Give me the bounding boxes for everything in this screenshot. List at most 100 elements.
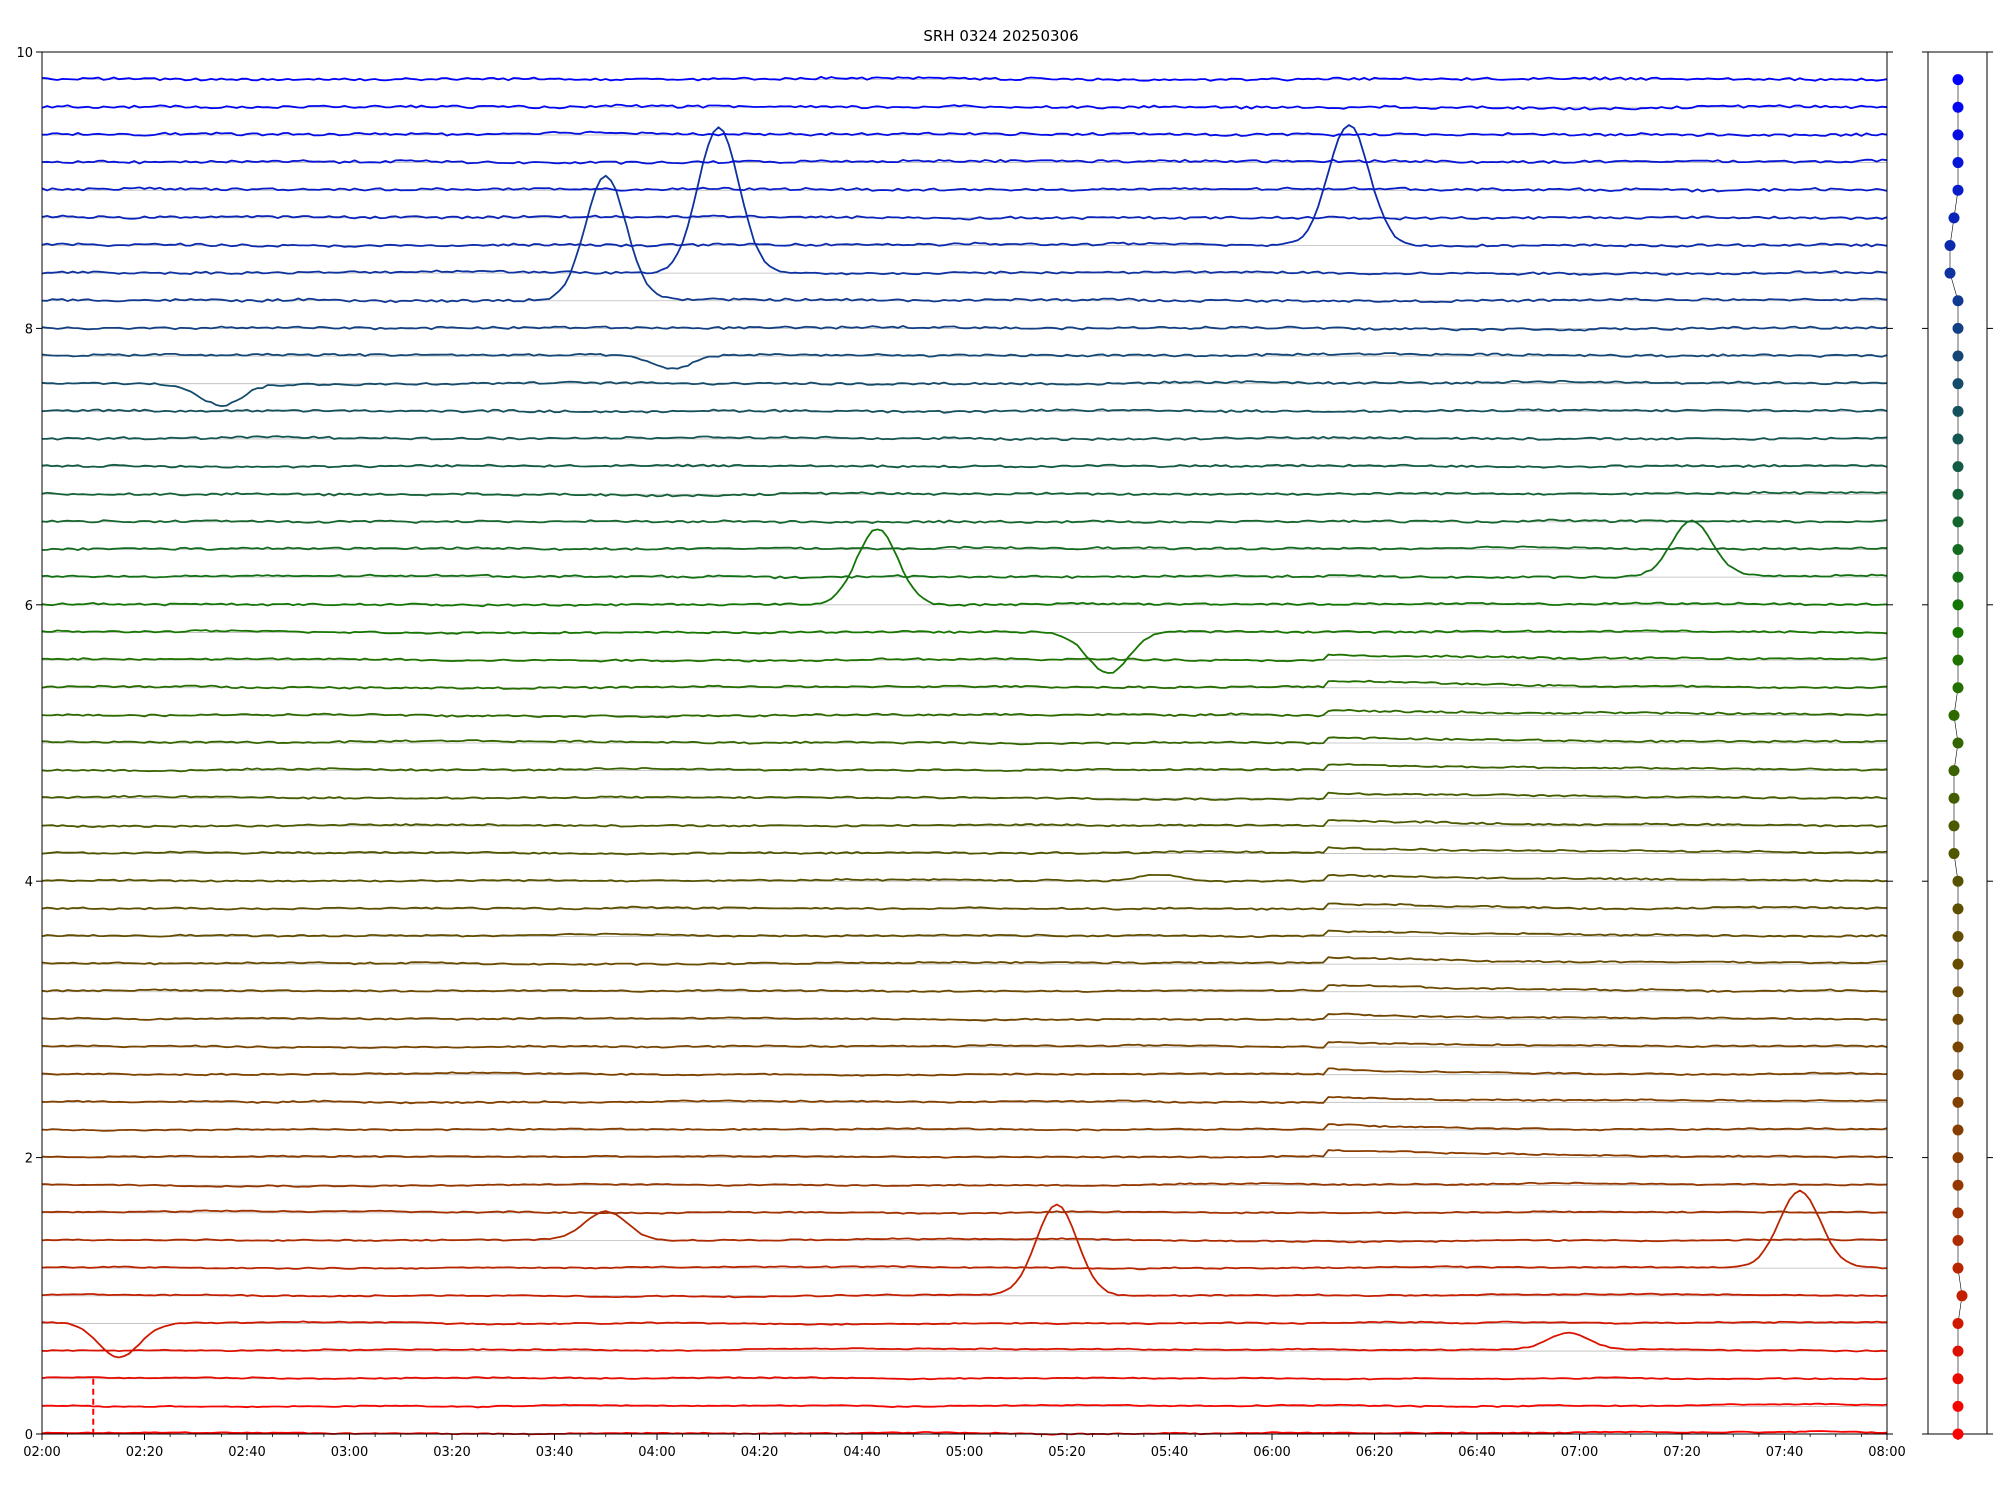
- x-tick-label: 03:40: [536, 1445, 573, 1460]
- x-tick-label: 07:40: [1766, 1445, 1803, 1460]
- side-profile-point: [1952, 571, 1964, 583]
- side-profile-point: [1952, 1428, 1964, 1440]
- side-profile-point: [1952, 129, 1964, 141]
- side-profile-point: [1952, 1207, 1964, 1219]
- side-profile-line: [1949, 79, 1963, 1434]
- side-profile-point: [1952, 1124, 1964, 1136]
- side-profile-point: [1952, 903, 1964, 915]
- trace-series: [41, 902, 1888, 911]
- trace-series: [42, 130, 1888, 138]
- trace-series: [41, 352, 1888, 370]
- side-profile-point: [1952, 322, 1964, 334]
- trace-series: [41, 791, 1888, 801]
- side-profile-point: [1952, 1096, 1964, 1108]
- trace-series: [42, 653, 1888, 663]
- trace-series: [41, 214, 1888, 221]
- trace-series: [41, 1095, 1888, 1105]
- trace-series: [41, 1149, 1887, 1159]
- chart-title: SRH 0324 20250306: [923, 27, 1078, 45]
- trace-series: [41, 528, 1888, 608]
- x-tick-label: 02:00: [23, 1445, 60, 1460]
- side-profile-point: [1944, 239, 1956, 251]
- trace-series: [41, 1067, 1888, 1077]
- side-profile-point: [1944, 267, 1956, 279]
- y-tick-label: 0: [25, 1428, 33, 1443]
- trace-series: [41, 1203, 1888, 1299]
- trace-series: [42, 1181, 1888, 1188]
- x-tick-label: 02:40: [228, 1445, 265, 1460]
- x-tick-label: 06:20: [1356, 1445, 1393, 1460]
- trace-series: [41, 629, 1888, 674]
- side-profile-point: [1952, 930, 1964, 942]
- side-profile-point: [1952, 1317, 1964, 1329]
- trace-series: [41, 435, 1888, 442]
- trace-series: [41, 984, 1888, 993]
- trace-series: [41, 1376, 1888, 1381]
- side-profile-point: [1948, 848, 1960, 860]
- trace-series: [41, 1012, 1888, 1022]
- grid-lines: [42, 79, 1887, 1435]
- side-profile-point: [1948, 709, 1960, 721]
- side-profile-point: [1952, 958, 1964, 970]
- side-profile-point: [1952, 378, 1964, 390]
- side-profile-point: [1952, 654, 1964, 666]
- side-profile-panel: [1922, 51, 1993, 1440]
- x-tick-label: 07:20: [1663, 1445, 1700, 1460]
- side-profile-point: [1952, 350, 1964, 362]
- trace-series: [41, 956, 1887, 966]
- x-tick-label: 05:20: [1048, 1445, 1085, 1460]
- y-tick-label: 6: [25, 599, 33, 614]
- trace-series: [41, 679, 1888, 690]
- x-tick-label: 03:00: [331, 1445, 368, 1460]
- trace-series: [41, 75, 1888, 82]
- trace-series: [41, 1123, 1888, 1132]
- side-profile-point: [1952, 1013, 1964, 1025]
- y-tick-label: 10: [16, 46, 33, 61]
- trace-series: [41, 873, 1888, 883]
- side-profile-point: [1952, 1262, 1964, 1274]
- trace-series: [41, 126, 1888, 276]
- x-tick-label: 06:00: [1253, 1445, 1290, 1460]
- trace-series: [41, 1430, 1888, 1436]
- side-profile-point: [1952, 599, 1964, 611]
- trace-series: [41, 408, 1888, 414]
- side-profile-point: [1952, 737, 1964, 749]
- side-profile-point: [1952, 516, 1964, 528]
- trace-series: [41, 545, 1888, 552]
- trace-series: [41, 1040, 1888, 1049]
- trace-series-group: [41, 75, 1888, 1436]
- x-axis: 02:00 02:20 02:40 03:00 03:20 03:40 04:00 04:20…: [23, 1434, 1906, 1460]
- side-profile-point: [1952, 74, 1964, 86]
- side-profile-point: [1948, 820, 1960, 832]
- trace-series: [41, 519, 1888, 580]
- side-profile-point: [1952, 1345, 1964, 1357]
- side-profile-point: [1956, 1290, 1968, 1302]
- side-profile-point: [1952, 1373, 1964, 1385]
- side-profile-point: [1952, 682, 1964, 694]
- side-profile-point: [1952, 1235, 1964, 1247]
- side-profile-point: [1948, 765, 1960, 777]
- trace-series: [41, 103, 1888, 111]
- x-tick-label: 04:20: [741, 1445, 778, 1460]
- side-profile-point: [1952, 157, 1964, 169]
- trace-series: [41, 1210, 1888, 1244]
- side-profile-point: [1952, 101, 1964, 113]
- side-profile-point: [1952, 1041, 1964, 1053]
- y-axis: 0 2 4 6 8 10: [16, 46, 1893, 1443]
- trace-series: [41, 518, 1888, 525]
- x-tick-label: 07:00: [1561, 1445, 1598, 1460]
- x-tick-label: 03:20: [433, 1445, 470, 1460]
- x-tick-label: 05:00: [946, 1445, 983, 1460]
- y-tick-label: 8: [25, 322, 33, 337]
- trace-series: [41, 819, 1888, 829]
- trace-series: [41, 929, 1888, 939]
- side-profile-point: [1952, 184, 1964, 196]
- side-profile-point: [1948, 792, 1960, 804]
- x-tick-label: 04:00: [638, 1445, 675, 1460]
- side-profile-point: [1952, 626, 1964, 638]
- trace-series: [41, 186, 1888, 193]
- trace-series: [41, 1320, 1888, 1359]
- side-profile-point: [1952, 405, 1964, 417]
- side-profile-points: [1944, 74, 1968, 1440]
